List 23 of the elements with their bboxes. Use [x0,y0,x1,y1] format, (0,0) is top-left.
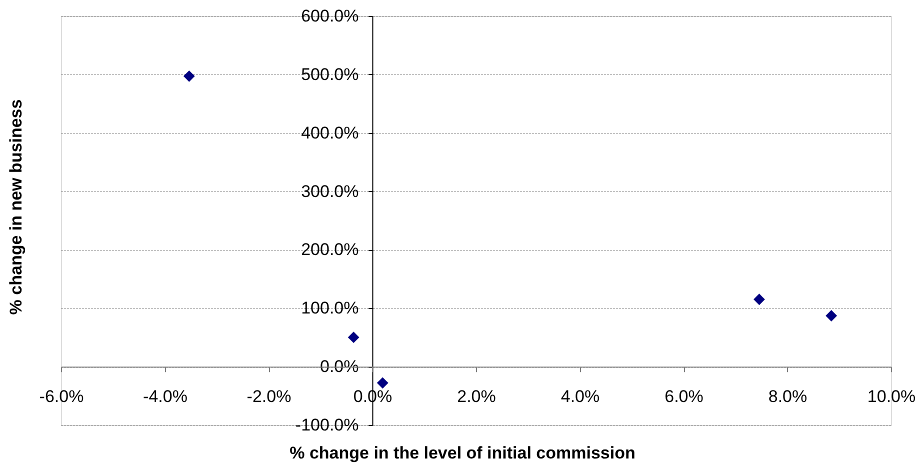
x-tick-label: -6.0% [39,387,84,406]
y-tick-label: -100.0% [295,416,359,434]
y-tick-label: 0.0% [320,357,359,376]
y-tick-label: 200.0% [301,240,359,260]
x-tick-label: 8.0% [768,387,808,406]
y-tick-label: 100.0% [301,298,359,318]
x-tick-label: 10.0% [867,387,916,406]
y-tick-label: 400.0% [301,123,359,142]
point [754,294,765,306]
point [826,310,838,322]
y-tick-label: 500.0% [301,64,359,84]
x-axis-title: % change in the level of initial commission [290,444,636,462]
y-axis-title: % change in new business [6,99,26,315]
point [376,377,388,389]
x-tick-label: 6.0% [664,387,704,406]
point [183,70,195,82]
point [348,332,360,344]
x-tick-label: 4.0% [560,387,600,406]
x-tick-label: -4.0% [143,387,188,406]
x-tick-label: -2.0% [246,387,292,406]
y-tick-label: 300.0% [301,182,359,201]
x-tick-label: 2.0% [457,387,496,406]
y-tick-label: 600.0% [301,6,359,26]
